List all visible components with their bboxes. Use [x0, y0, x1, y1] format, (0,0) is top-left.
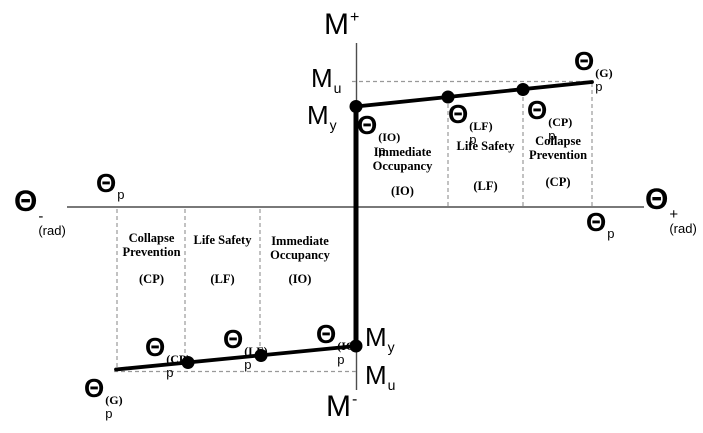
g-superscript: (G)	[105, 393, 123, 407]
theta-symbol: Θ	[14, 185, 38, 218]
io-limit-positive-dot	[441, 90, 455, 104]
plastic-subscript: p	[378, 143, 386, 158]
moment-symbol: M	[307, 100, 329, 130]
yield-point-negative-dot	[349, 339, 363, 353]
plastic-subscript: p	[469, 132, 477, 147]
moment-symbol: M	[365, 360, 387, 390]
io-superscript: (IO)	[378, 130, 401, 144]
region-title-io-positive: Immediate Occupancy	[372, 145, 433, 174]
negative-backbone-line	[114, 344, 358, 372]
lf-superscript: (LF)	[244, 344, 268, 358]
plastic-subscript: p	[337, 352, 345, 367]
theta-symbol: Θ	[316, 319, 337, 349]
region-code-cp-positive: (CP)	[545, 175, 571, 189]
region-code-lf-positive: (LF)	[473, 179, 498, 193]
moment-axis-negative-label: M-	[326, 392, 357, 422]
cp-superscript: (CP)	[548, 115, 573, 129]
region-title-lf-negative: Life Safety	[193, 233, 252, 247]
plastic-subscript: p	[105, 406, 113, 421]
rotation-axis-positive-label: Θ + (rad)	[645, 183, 697, 236]
theta-symbol: Θ	[357, 110, 378, 140]
theta-symbol: Θ	[223, 324, 244, 354]
ultimate-moment-negative-label: Mu	[365, 360, 395, 392]
region-title-cp-positive: Collapse Prevention	[528, 134, 588, 163]
lf-superscript: (LF)	[469, 119, 493, 133]
rotation-limit-g-negative-label: Θ (G) p	[84, 375, 123, 420]
region-code-io-negative: (IO)	[288, 272, 312, 286]
moment-axis-positive-label: M+	[324, 10, 359, 40]
rotation-limit-io-negative-label: Θ (IO) p	[316, 321, 359, 366]
rotation-limit-g-positive-label: Θ (G) p	[574, 48, 613, 93]
moment-symbol: M	[311, 63, 333, 93]
moment-symbol: M	[365, 322, 387, 352]
rotation-limit-cp-positive-label: Θ (CP) p	[527, 97, 572, 142]
theta-negative-sign: -	[38, 208, 44, 225]
theta-positive-sign: +	[669, 206, 679, 223]
region-title-lf-positive: Life Safety	[456, 139, 515, 153]
yield-subscript: y	[387, 339, 395, 355]
moment-negative-symbol: M	[326, 390, 351, 423]
rotation-limit-cp-negative-label: Θ (CP) p	[145, 334, 190, 379]
region-code-cp-negative: (CP)	[139, 272, 164, 286]
positive-backbone-line	[354, 80, 594, 109]
region-title-io-negative: Immediate Occupancy	[270, 234, 330, 263]
ultimate-subscript: u	[387, 377, 396, 393]
rotation-limit-lf-negative-label: Θ (LF) p	[223, 326, 268, 371]
theta-symbol: Θ	[527, 95, 548, 125]
yield-point-positive-dot	[349, 100, 363, 113]
theta-symbol: Θ	[448, 99, 469, 129]
moment-positive-sign: +	[350, 9, 360, 26]
plastic-subscript: p	[548, 128, 556, 143]
lf-limit-positive-dot	[516, 83, 530, 96]
plastic-subscript: p	[244, 357, 252, 372]
region-code-io-positive: (IO)	[391, 184, 414, 198]
plastic-rotation-left-label: Θp	[96, 168, 124, 201]
theta-symbol: Θ	[96, 168, 117, 198]
yield-moment-positive-label: My	[307, 100, 337, 132]
yield-subscript: y	[329, 117, 337, 133]
plastic-subscript: p	[117, 187, 125, 202]
lf-limit-negative-dot	[254, 349, 268, 362]
cp-limit-negative-dot	[181, 356, 195, 369]
theta-symbol: Θ	[645, 183, 669, 216]
theta-symbol: Θ	[574, 46, 595, 76]
rotation-axis-negative-label: Θ - (rad)	[14, 185, 66, 238]
theta-symbol: Θ	[145, 332, 166, 362]
plastic-rotation-right-label: Θp	[586, 207, 614, 240]
plastic-subscript: p	[595, 79, 603, 94]
moment-negative-sign: -	[352, 391, 358, 408]
theta-positive-unit: (rad)	[669, 221, 697, 236]
moment-positive-symbol: M	[324, 8, 349, 41]
theta-negative-unit: (rad)	[38, 223, 66, 238]
ultimate-subscript: u	[333, 80, 342, 96]
region-title-cp-negative: Collapse Prevention	[122, 231, 181, 260]
io-superscript: (IO)	[337, 339, 360, 353]
rotation-limit-io-positive-label: Θ (IO) p	[357, 112, 400, 157]
theta-symbol: Θ	[84, 373, 105, 403]
theta-symbol: Θ	[586, 207, 607, 237]
g-superscript: (G)	[595, 66, 613, 80]
region-code-lf-negative: (LF)	[210, 272, 235, 286]
ultimate-moment-positive-label: Mu	[311, 63, 341, 95]
cp-superscript: (CP)	[166, 352, 191, 366]
plastic-subscript: p	[166, 365, 174, 380]
plastic-subscript: p	[607, 226, 615, 241]
yield-moment-negative-label: My	[365, 322, 395, 354]
rotation-limit-lf-positive-label: Θ (LF) p	[448, 101, 493, 146]
